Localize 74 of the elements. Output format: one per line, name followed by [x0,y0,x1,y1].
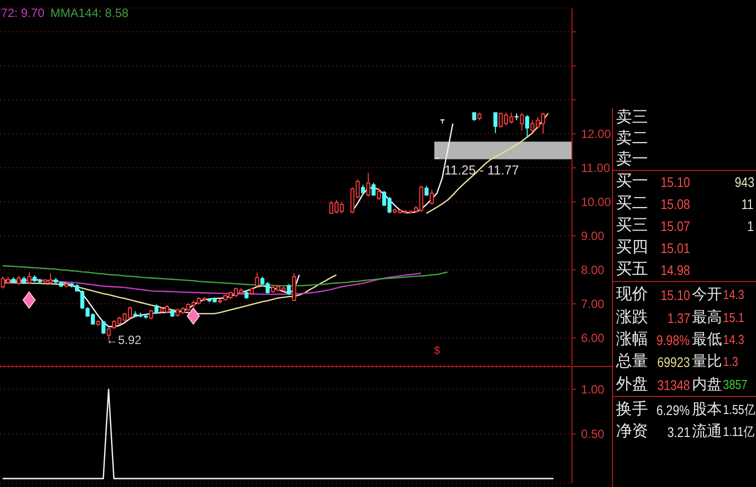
candlestick [520,112,524,131]
y-tick-label: 7.00 [581,297,605,312]
text: 14.3 [723,331,744,349]
line-series [2,265,448,286]
text: 卖二 [616,129,648,149]
text: 买五 [616,260,648,280]
candlestick [154,304,158,314]
text: 涨幅 [616,330,648,350]
band-label: 11.25 - 11.77 [444,162,519,178]
text: 1 [747,217,754,236]
text: 净资 [616,422,648,442]
text: 943 [734,173,754,192]
candlestick [525,114,530,138]
text: 买四 [616,238,648,258]
text: 72: 9.70 [1,6,44,20]
annotation: $ [434,344,440,358]
text: 外盘 [616,375,648,395]
text: 11 [742,195,754,214]
text: 涨跌 [616,308,648,328]
text: 今开 [692,285,722,305]
text: 1.3 [723,353,738,371]
candlestick [255,272,260,288]
text: 1.37 [667,309,690,328]
text: 15.07 [660,217,690,236]
candlestick [149,309,154,320]
candlestick [292,272,296,302]
text: 15.10 [660,173,690,192]
text: 14.98 [660,261,690,280]
candlestick [376,188,381,201]
text: 31348 [657,376,690,395]
text: 现价 [616,285,648,305]
text: 3.21 [667,423,690,442]
candlestick [16,275,21,286]
text: 股本 [692,400,722,420]
candlestick [286,284,291,296]
text: 9.98% [656,331,690,350]
candlestick [493,112,498,134]
candlestick [366,172,370,198]
text: 15.01 [660,239,690,258]
candlestick [372,182,376,196]
y-tick-label: 8.00 [581,263,605,278]
text: 流通 [692,422,722,442]
text: 买三 [616,216,648,236]
y-tick-label: 12.00 [581,127,612,142]
text: 内盘 [692,375,722,395]
text: 卖三 [616,108,648,128]
text: 买一 [616,172,648,192]
candlestick [430,189,434,206]
y-tick-label: 1.00 [581,382,605,397]
text: 量比 [692,352,722,372]
y-tick-label: 9.00 [581,229,605,244]
annotation: ←5.92 [106,333,142,347]
y-tick-label: 6.00 [581,331,605,346]
text: 1.11亿 [723,423,754,441]
text: 总量 [616,352,648,372]
text: 3857 [723,376,748,394]
y-tick-label: 11.00 [581,161,610,176]
text: 换手 [616,400,648,420]
text: 14.3 [723,286,744,304]
text: 69923 [657,353,690,372]
text: 1.55亿 [723,401,756,419]
y-tick-label: 0.50 [581,427,605,442]
text: 15.1 [723,309,744,327]
text: 6.29% [656,401,690,420]
candlestick [101,320,106,334]
candlestick [27,272,32,284]
text: 买二 [616,194,648,214]
text: MMA144: 8.58 [50,6,128,20]
text: 卖一 [616,150,648,170]
y-tick-label: 10.00 [581,195,612,210]
text: 最低 [692,330,722,350]
text: 15.10 [660,286,690,305]
text: 15.08 [660,195,690,214]
text: 最高 [692,308,722,328]
